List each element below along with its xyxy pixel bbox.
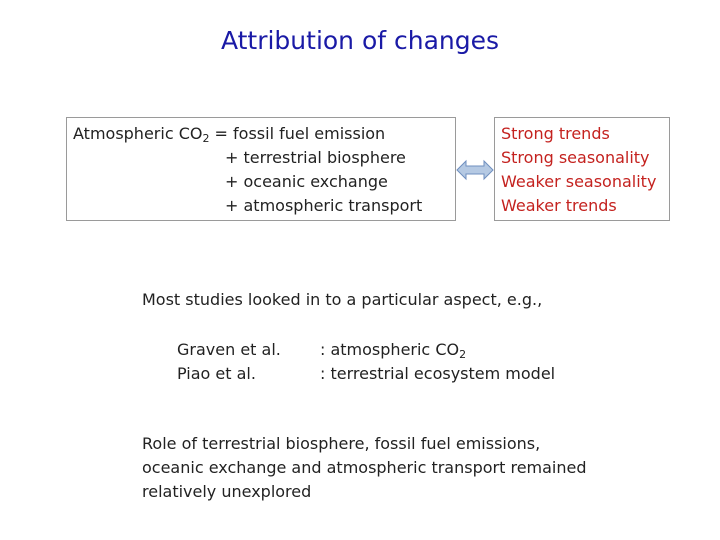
studies-intro: Most studies looked in to a particular a… [142, 290, 543, 309]
double-arrow-icon [456, 159, 494, 181]
slide-title: Attribution of changes [220, 26, 500, 55]
co2-equation-box: Atmospheric CO2 = fossil fuel emission +… [66, 117, 456, 221]
trend-item: Strong trends [501, 124, 610, 143]
equation-lhs-suffix: = fossil fuel emission [209, 124, 386, 143]
trends-box: Strong trends Strong seasonality Weaker … [494, 117, 670, 221]
equation-lhs: Atmospheric CO2 = fossil fuel emission [73, 122, 385, 146]
trend-item: Weaker seasonality [501, 172, 657, 191]
study-focus-piao: : terrestrial ecosystem model [320, 364, 556, 383]
equation-term-terrestrial: + terrestrial biosphere [225, 148, 406, 167]
conclusion-line: Role of terrestrial biosphere, fossil fu… [142, 434, 541, 453]
trend-item: Strong seasonality [501, 148, 650, 167]
study-focus-subscript: 2 [459, 348, 467, 361]
study-focus-graven: : atmospheric CO2 [320, 338, 466, 362]
trend-item: Weaker trends [501, 196, 617, 215]
equation-term-transport: + atmospheric transport [225, 196, 423, 215]
study-focus-text: : atmospheric CO [320, 340, 460, 359]
study-name-piao: Piao et al. [177, 364, 256, 383]
conclusion-line: relatively unexplored [142, 482, 312, 501]
equation-term-oceanic: + oceanic exchange [225, 172, 388, 191]
conclusion-line: oceanic exchange and atmospheric transpo… [142, 458, 587, 477]
equation-lhs-subscript: 2 [202, 132, 210, 145]
equation-lhs-prefix: Atmospheric CO [73, 124, 203, 143]
study-name-graven: Graven et al. [177, 340, 281, 359]
